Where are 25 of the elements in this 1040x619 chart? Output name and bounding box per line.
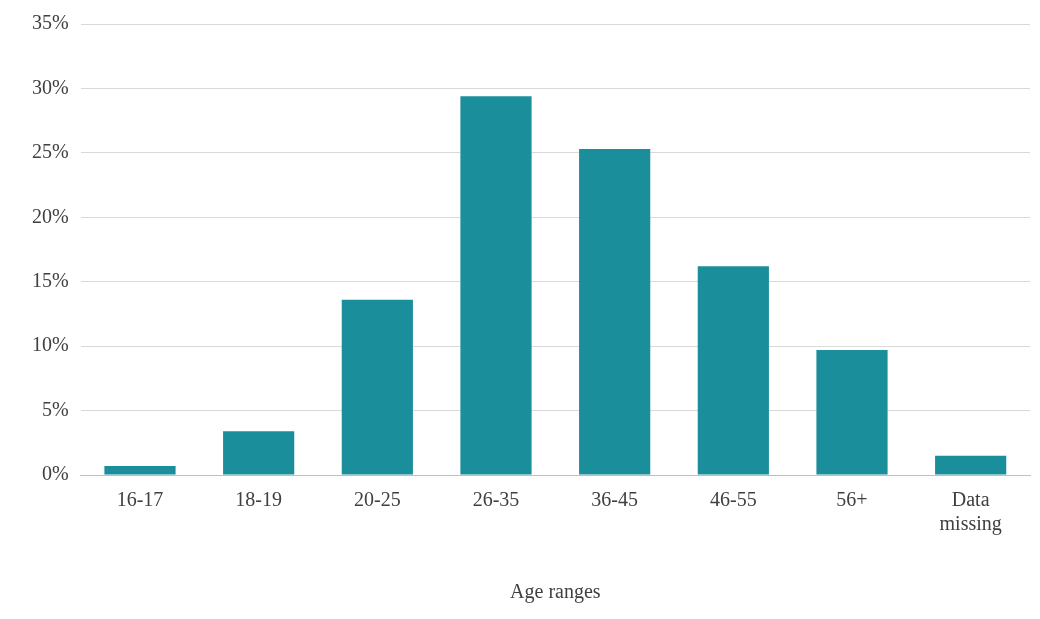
bar — [935, 455, 1007, 475]
y-tick-label: 30% — [31, 75, 69, 98]
y-tick-label: 10% — [31, 333, 69, 356]
bar — [104, 465, 176, 475]
y-tick-label: 20% — [31, 204, 69, 227]
y-tick-label: 5% — [41, 397, 69, 420]
x-tick-label: Data missing — [939, 488, 1002, 536]
x-tick-label: 36-45 — [591, 488, 638, 511]
x-tick-label: 46-55 — [710, 488, 757, 511]
bar — [460, 96, 532, 475]
bar — [697, 266, 769, 475]
y-tick-label: 25% — [31, 140, 69, 163]
bar — [816, 350, 888, 475]
x-tick-label: 18-19 — [235, 488, 282, 511]
x-tick-label: 26-35 — [472, 488, 520, 511]
x-tick-label: 16-17 — [116, 488, 164, 511]
x-tick-label: 20-25 — [353, 488, 401, 511]
x-tick-label: 56+ — [836, 488, 868, 511]
y-tick-label: 0% — [41, 462, 69, 485]
y-tick-label: 15% — [31, 268, 69, 291]
bar — [223, 431, 295, 475]
bar — [579, 148, 651, 475]
y-tick-label: 35% — [31, 11, 69, 34]
x-axis-title: Age ranges — [510, 580, 601, 604]
bar — [341, 299, 413, 475]
